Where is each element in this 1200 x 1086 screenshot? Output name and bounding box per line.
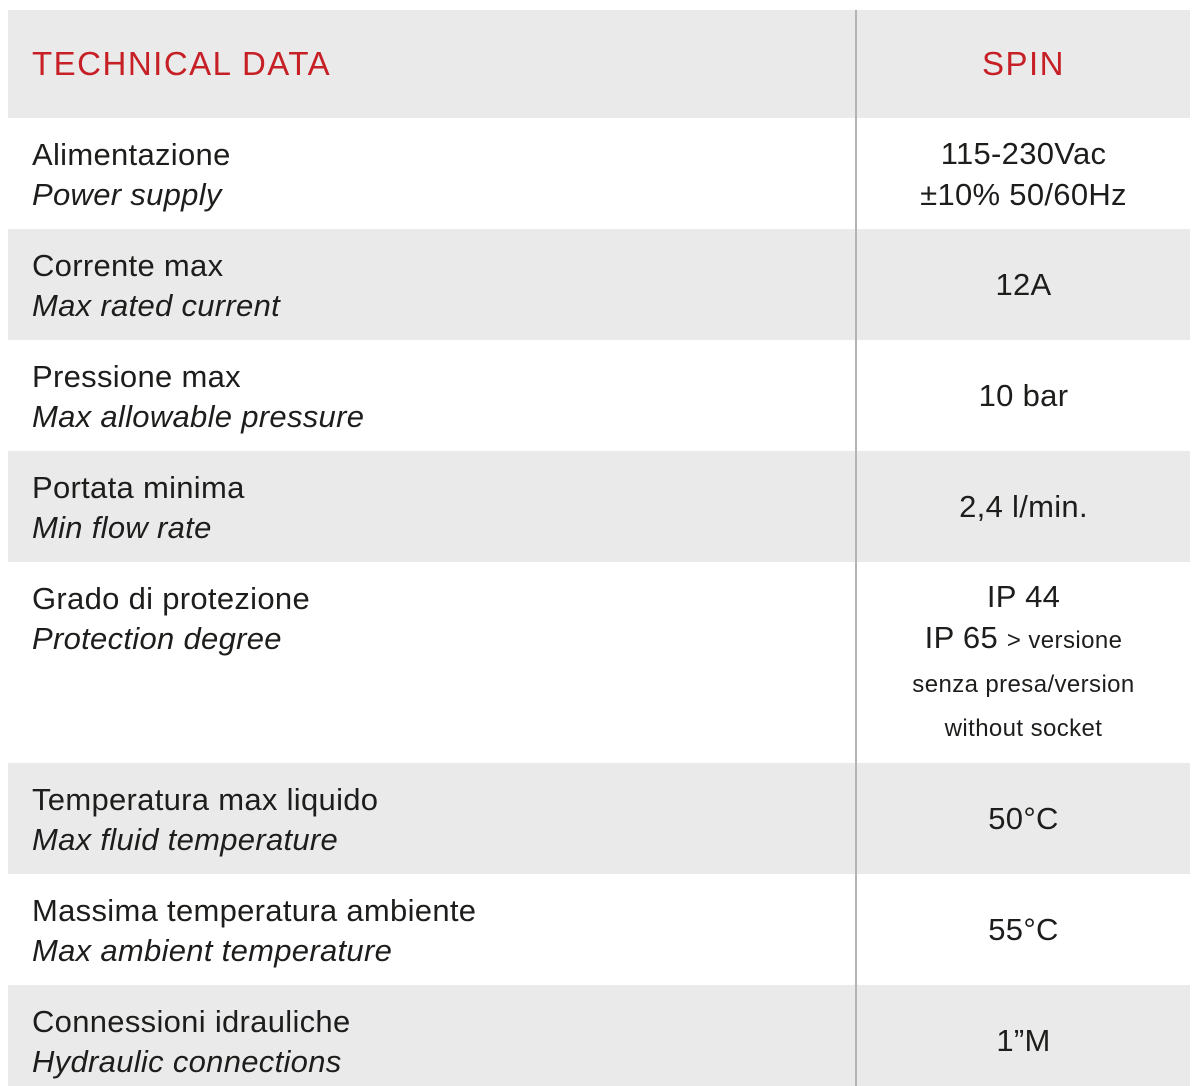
value-note-text: > versione <box>1006 627 1123 654</box>
table-row: Corrente max Max rated current 12A <box>8 229 1190 340</box>
value-cell: 1”M <box>857 985 1190 1086</box>
value-cell: IP 44 IP 65 > versione senza presa/version… <box>857 562 1190 763</box>
value-note-text: without socket <box>944 715 1103 742</box>
parameter-label-italian: Corrente max <box>32 248 224 283</box>
value-note-text: senza presa/version <box>912 671 1135 698</box>
value-line: 12A <box>995 264 1051 305</box>
parameter-label-english: Max ambient temperature <box>32 933 393 968</box>
value-line: 55°C <box>988 909 1058 950</box>
parameter-cell: Temperatura max liquido Max fluid tempera… <box>8 763 857 874</box>
value-line: without socket <box>945 705 1103 749</box>
table-row: Pressione max Max allowable pressure 10 ba… <box>8 340 1190 451</box>
value-cell: 50°C <box>857 763 1190 874</box>
table-header-row: TECHNICAL DATA SPIN <box>8 10 1190 118</box>
parameter-label-italian: Pressione max <box>32 359 241 394</box>
parameter-cell: Alimentazione Power supply <box>8 118 857 229</box>
table-body: Alimentazione Power supply 115-230Vac ±10% … <box>8 118 1190 1086</box>
value-line: 2,4 l/min. <box>959 486 1088 527</box>
value-line: 115-230Vac <box>941 133 1107 174</box>
parameter-label-italian: Grado di protezione <box>32 581 310 616</box>
parameter-label-english: Max fluid temperature <box>32 822 339 857</box>
parameter-label-english: Max rated current <box>32 288 281 323</box>
parameter-label-english: Hydraulic connections <box>32 1044 342 1079</box>
parameter-label-english: Min flow rate <box>32 510 212 545</box>
value-text: IP 44 <box>986 579 1061 614</box>
value-text: 115-230Vac <box>940 135 1107 171</box>
parameter-label-italian: Portata minima <box>32 470 245 505</box>
value-cell: 2,4 l/min. <box>857 451 1190 562</box>
value-text: 50°C <box>988 801 1059 836</box>
table-row: Portata minima Min flow rate 2,4 l/min. <box>8 451 1190 562</box>
table-row: Temperatura max liquido Max fluid tempera… <box>8 763 1190 874</box>
table-row: Massima temperatura ambiente Max ambient … <box>8 874 1190 985</box>
parameter-cell: Pressione max Max allowable pressure <box>8 340 857 451</box>
parameter-cell: Corrente max Max rated current <box>8 229 857 340</box>
parameter-label-italian: Alimentazione <box>32 137 231 172</box>
table-row: Connessioni idrauliche Hydraulic connecti… <box>8 985 1190 1086</box>
parameter-label-italian: Connessioni idrauliche <box>32 1004 351 1039</box>
value-cell: 10 bar <box>857 340 1190 451</box>
parameter-cell: Connessioni idrauliche Hydraulic connecti… <box>8 985 857 1086</box>
value-text: 10 bar <box>978 378 1069 413</box>
parameter-label-italian: Temperatura max liquido <box>32 782 379 817</box>
value-line: senza presa/version <box>912 661 1134 705</box>
parameter-cell: Massima temperatura ambiente Max ambient … <box>8 874 857 985</box>
value-text: 2,4 l/min. <box>959 489 1088 524</box>
table-row: Alimentazione Power supply 115-230Vac ±10% … <box>8 118 1190 229</box>
value-text: 55°C <box>988 912 1059 947</box>
parameter-label-italian: Massima temperatura ambiente <box>32 893 477 928</box>
table-header-right-cell: SPIN <box>857 10 1190 118</box>
parameter-label-english: Power supply <box>32 177 222 212</box>
value-text: IP 65 <box>924 620 1007 655</box>
table-header-left-cell: TECHNICAL DATA <box>8 10 857 118</box>
value-line: IP 44 <box>987 576 1060 617</box>
value-text: 1”M <box>996 1023 1051 1058</box>
table-row: Grado di protezione Protection degree IP 4… <box>8 562 1190 763</box>
parameter-label-english: Max allowable pressure <box>32 399 365 434</box>
value-line: IP 65 > versione <box>925 617 1123 661</box>
column-header-spin: SPIN <box>981 45 1066 82</box>
value-line: 50°C <box>988 798 1058 839</box>
value-line: ±10% 50/60Hz <box>920 174 1127 215</box>
value-cell: 55°C <box>857 874 1190 985</box>
parameter-cell: Portata minima Min flow rate <box>8 451 857 562</box>
value-cell: 12A <box>857 229 1190 340</box>
table-title: TECHNICAL DATA <box>32 45 332 82</box>
value-cell: 115-230Vac ±10% 50/60Hz <box>857 118 1190 229</box>
value-line: 1”M <box>996 1020 1050 1061</box>
technical-data-table: TECHNICAL DATA SPIN Alimentazione Power s… <box>8 10 1190 1086</box>
value-text: ±10% 50/60Hz <box>920 176 1127 212</box>
value-line: 10 bar <box>979 375 1069 416</box>
value-text: 12A <box>995 267 1052 302</box>
parameter-label-english: Protection degree <box>32 621 282 656</box>
parameter-cell: Grado di protezione Protection degree <box>8 562 857 763</box>
